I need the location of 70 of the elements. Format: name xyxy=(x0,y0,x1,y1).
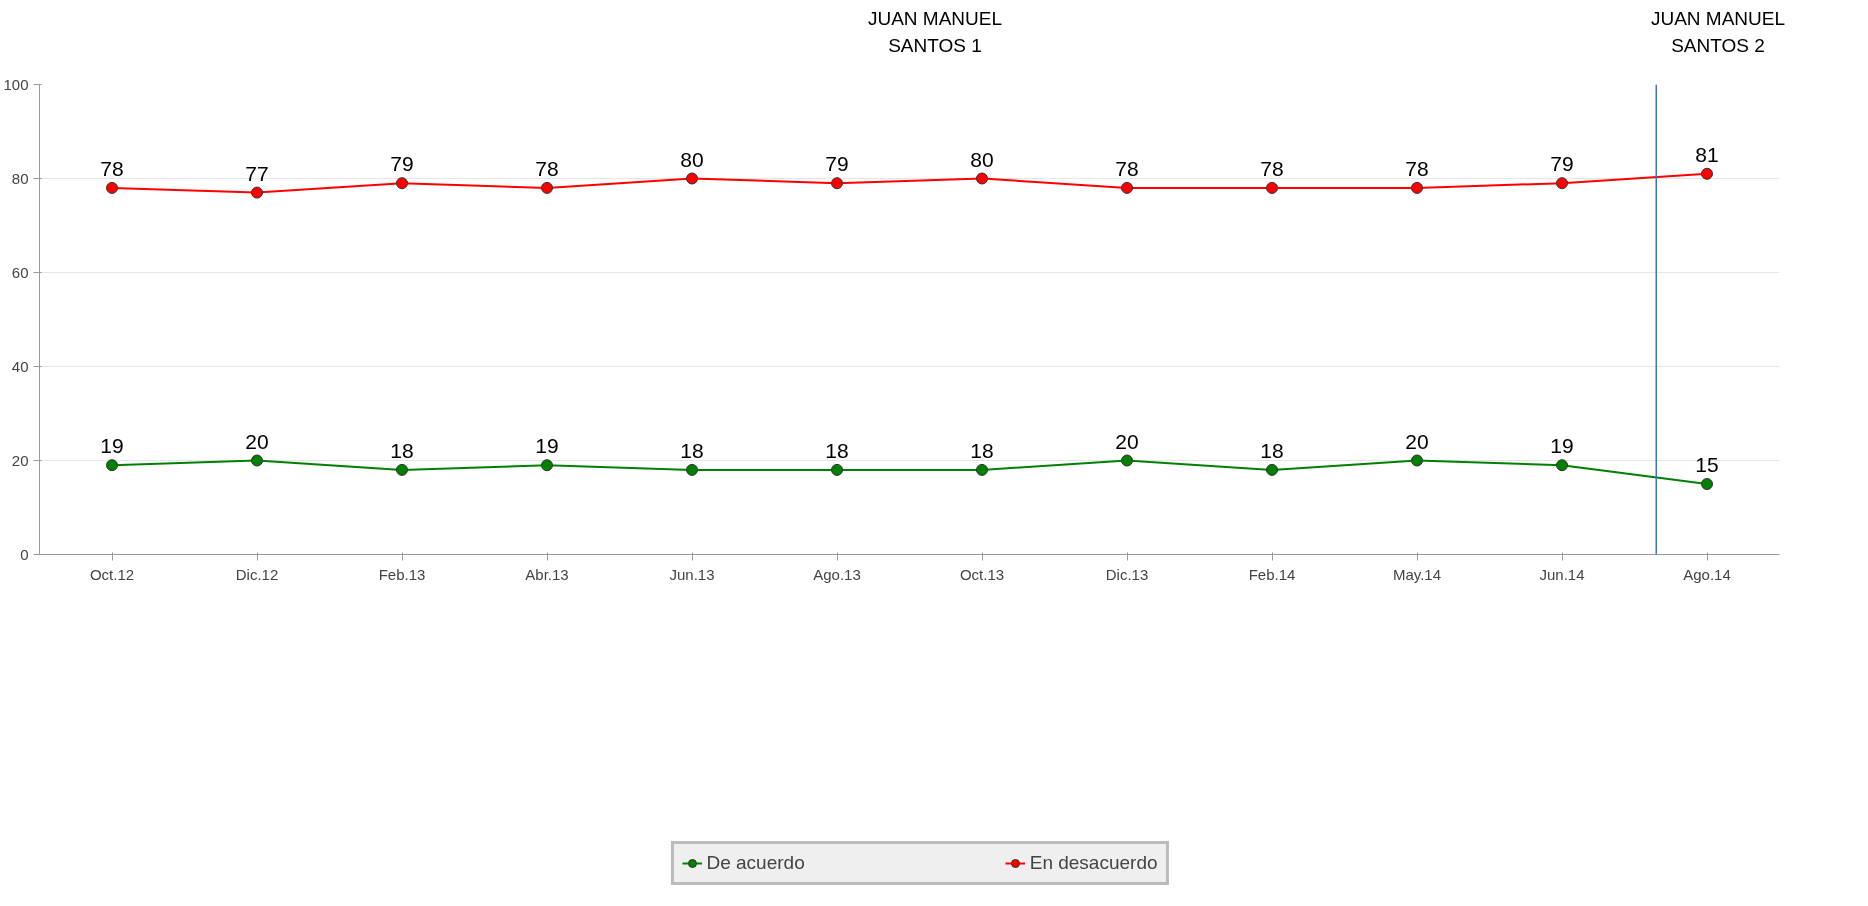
text: JUAN MANUEL SANTOS 1 xyxy=(867,7,1003,59)
x-tick-label: Oct.12 xyxy=(89,565,135,583)
data-label: 79 xyxy=(825,152,849,176)
point xyxy=(1121,454,1133,467)
data-label: 79 xyxy=(1550,152,1574,176)
point xyxy=(106,459,118,472)
data-label: 15 xyxy=(1695,453,1719,476)
data-label: 19 xyxy=(100,434,124,458)
data-label: 78 xyxy=(1260,156,1284,180)
y-tick-label: 20 xyxy=(11,451,29,469)
point xyxy=(1266,181,1278,194)
point xyxy=(686,172,698,185)
x-tick-label: Feb.13 xyxy=(378,565,426,583)
point xyxy=(1121,181,1133,194)
data-label: 19 xyxy=(1550,434,1574,458)
data-label: 77 xyxy=(245,161,269,185)
x-tick-label: Jun.13 xyxy=(669,565,715,583)
x-tick-label: Jun.14 xyxy=(1539,565,1585,583)
data-label: 80 xyxy=(680,147,704,171)
data-label: 20 xyxy=(1115,429,1139,453)
data-label: 18 xyxy=(390,438,414,462)
data-label: 19 xyxy=(535,434,559,458)
y-tick-label: 40 xyxy=(11,357,29,375)
legend-label: De acuerdo xyxy=(706,852,805,874)
point xyxy=(1266,463,1278,476)
x-tick-label: Abr.13 xyxy=(525,565,569,583)
data-label: 18 xyxy=(970,438,994,462)
point xyxy=(1411,181,1423,194)
x-tick-label: Dic.12 xyxy=(235,565,279,583)
data-label: 20 xyxy=(245,429,269,453)
y-tick-label: 0 xyxy=(20,545,29,563)
data-label: 20 xyxy=(1405,429,1429,453)
point xyxy=(251,186,263,199)
point xyxy=(396,177,408,190)
data-label: 18 xyxy=(680,438,704,462)
point xyxy=(686,463,698,476)
x-tick-label: May.14 xyxy=(1392,565,1442,583)
y-tick-label: 60 xyxy=(11,263,29,281)
text: JUAN MANUEL SANTOS 2 xyxy=(1650,7,1786,59)
point xyxy=(1556,177,1568,190)
point xyxy=(106,181,118,194)
data-label: 81 xyxy=(1695,142,1719,166)
point xyxy=(976,463,988,476)
x-tick-label: Ago.14 xyxy=(1683,565,1731,583)
x-tick-label: Feb.14 xyxy=(1248,565,1296,583)
x-tick-label: Oct.13 xyxy=(959,565,1005,583)
data-label: 78 xyxy=(1405,156,1429,180)
point xyxy=(1556,459,1568,472)
point xyxy=(541,181,553,194)
point xyxy=(1701,478,1713,490)
x-tick-label: Ago.13 xyxy=(813,565,861,583)
point xyxy=(1701,167,1713,180)
data-label: 18 xyxy=(1260,438,1284,462)
y-tick-label: 100 xyxy=(3,75,29,93)
x-tick-label: Dic.13 xyxy=(1105,565,1149,583)
point xyxy=(541,459,553,472)
data-label: 78 xyxy=(535,156,559,180)
data-label: 78 xyxy=(100,156,124,180)
legend-label: En desacuerdo xyxy=(1029,852,1158,874)
point xyxy=(396,463,408,476)
point xyxy=(1411,454,1423,467)
data-label: 79 xyxy=(390,152,414,176)
data-label: 78 xyxy=(1115,156,1139,180)
point xyxy=(831,463,843,476)
data-label: 18 xyxy=(825,438,849,462)
y-tick-label: 80 xyxy=(11,169,29,187)
point xyxy=(831,177,843,190)
data-label: 80 xyxy=(970,147,994,171)
point xyxy=(251,454,263,467)
point xyxy=(976,172,988,185)
